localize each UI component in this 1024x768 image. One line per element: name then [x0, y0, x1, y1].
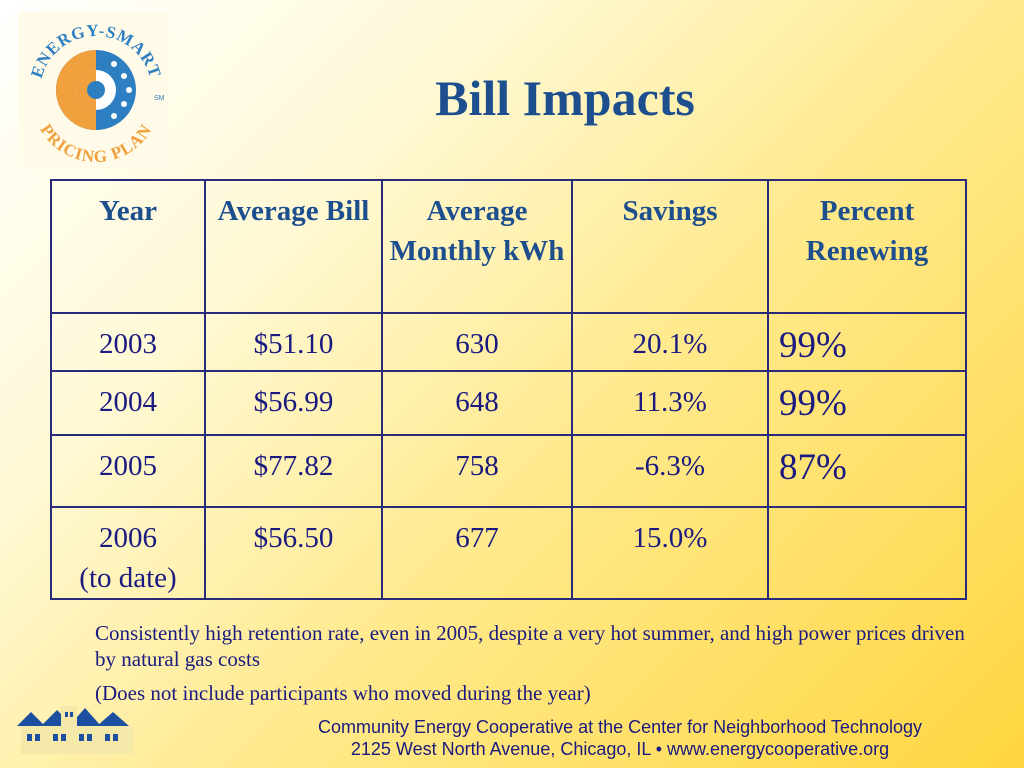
cell-kwh: 758	[381, 434, 573, 508]
footer: Community Energy Cooperative at the Cent…	[240, 716, 1000, 760]
footer-organization: Community Energy Cooperative at the Cent…	[317, 717, 922, 737]
header-percent-renewing: Percent Renewing	[767, 179, 967, 314]
footer-address: 2125 West North Avenue, Chicago, IL • ww…	[350, 739, 890, 759]
table-row: 2004 $56.99 648 11.3% 99%	[50, 370, 967, 436]
cell-bill: $51.10	[204, 312, 383, 372]
cooperative-houses-logo	[17, 704, 139, 756]
header-savings: Savings	[571, 179, 769, 314]
note-exclusion: (Does not include participants who moved…	[95, 681, 591, 705]
cell-bill: $77.82	[204, 434, 383, 508]
cell-year-note: (to date)	[79, 562, 177, 594]
cell-year: 2004	[50, 370, 206, 436]
cell-savings: -6.3%	[571, 434, 769, 508]
cell-bill: $56.50	[204, 506, 383, 600]
header-year: Year	[50, 179, 206, 314]
cell-year-value: 2006	[99, 522, 157, 554]
header-average-monthly-kwh: Average Monthly kWh	[381, 179, 573, 314]
table-row: 2005 $77.82 758 -6.3% 87%	[50, 434, 967, 508]
table-row: 2006 (to date) $56.50 677 15.0%	[50, 506, 967, 600]
cell-year: 2003	[50, 312, 206, 372]
cell-renewing: 99%	[767, 312, 967, 372]
cell-kwh: 648	[381, 370, 573, 436]
cell-year: 2006 (to date)	[50, 506, 206, 600]
cell-renewing: 87%	[767, 434, 967, 508]
svg-text:SM: SM	[154, 95, 165, 102]
header-average-bill: Average Bill	[204, 179, 383, 314]
cell-renewing	[767, 506, 967, 600]
cell-bill: $56.99	[204, 370, 383, 436]
cell-kwh: 630	[381, 312, 573, 372]
table-header-row: Year Average Bill Average Monthly kWh Sa…	[50, 179, 967, 314]
cell-savings: 11.3%	[571, 370, 769, 436]
page-title: Bill Impacts	[435, 70, 695, 126]
cell-year: 2005	[50, 434, 206, 508]
table-row: 2003 $51.10 630 20.1% 99%	[50, 312, 967, 372]
notes: Consistently high retention rate, even i…	[95, 620, 975, 714]
note-retention: Consistently high retention rate, even i…	[95, 621, 965, 671]
cell-renewing: 99%	[767, 370, 967, 436]
cell-kwh: 677	[381, 506, 573, 600]
cell-savings: 15.0%	[571, 506, 769, 600]
energy-smart-logo: ENERGY-SMART PRICING PLAN SM	[18, 12, 170, 170]
cell-savings: 20.1%	[571, 312, 769, 372]
bill-impacts-table: Year Average Bill Average Monthly kWh Sa…	[50, 179, 967, 600]
